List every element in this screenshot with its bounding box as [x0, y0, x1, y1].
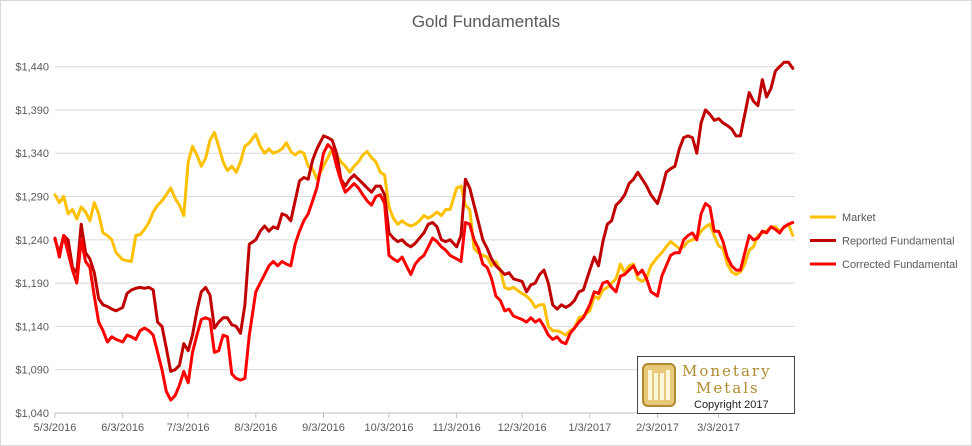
x-tick-label: 2/3/2017: [636, 422, 679, 434]
series-line-market: [53, 131, 795, 337]
logo-line-metals: Metals: [696, 379, 760, 397]
x-tick-label: 3/3/2017: [697, 422, 740, 434]
y-tick-label: $1,440: [15, 62, 49, 74]
y-tick-label: $1,290: [15, 192, 49, 204]
legend-label-reported-fundamental: Reported Fundamental: [842, 236, 955, 248]
y-tick-label: $1,390: [15, 105, 49, 117]
y-tick-label: $1,340: [15, 148, 49, 160]
y-tick-label: $1,190: [15, 278, 49, 290]
legend-label-market: Market: [842, 212, 876, 224]
x-tick-label: 5/3/2016: [34, 422, 77, 434]
x-tick-label: 10/3/2016: [365, 422, 414, 434]
coin-logo-icon: [642, 363, 676, 407]
logo-line-monetary: Monetary: [682, 362, 772, 380]
series-lines: [53, 60, 795, 402]
y-tick-label: $1,040: [15, 408, 49, 420]
x-tick-label: 7/3/2016: [167, 422, 210, 434]
x-tick-label: 8/3/2016: [234, 422, 277, 434]
y-axis: $1,040 $1,090 $1,140 $1,190 $1,240 $1,290 $1,3…: [15, 62, 49, 420]
y-tick-label: $1,240: [15, 235, 49, 247]
x-tick-label: 12/3/2016: [498, 422, 547, 434]
y-tick-label: $1,140: [15, 321, 49, 333]
y-tick-label: $1,090: [15, 365, 49, 377]
legend: Market Reported Fundamental Corrected Fund…: [810, 212, 958, 271]
x-tick-label: 9/3/2016: [302, 422, 345, 434]
x-tick-label: 6/3/2016: [101, 422, 144, 434]
x-tick-label: 1/3/2017: [568, 422, 611, 434]
x-tick-label: 11/3/2016: [433, 422, 481, 434]
chart-title: Gold Fundamentals: [412, 12, 560, 31]
series-line-reported-fundamental: [53, 60, 795, 373]
logo-copyright: Copyright 2017: [694, 399, 769, 411]
monetary-metals-logo: Monetary Metals Copyright 2017: [637, 356, 795, 414]
legend-label-corrected-fundamental: Corrected Fundamental: [842, 259, 958, 271]
x-axis: 5/3/2016 6/3/2016 7/3/2016 8/3/2016 9/3/2016…: [34, 412, 795, 434]
series-line-corrected-fundamental: [53, 143, 795, 402]
